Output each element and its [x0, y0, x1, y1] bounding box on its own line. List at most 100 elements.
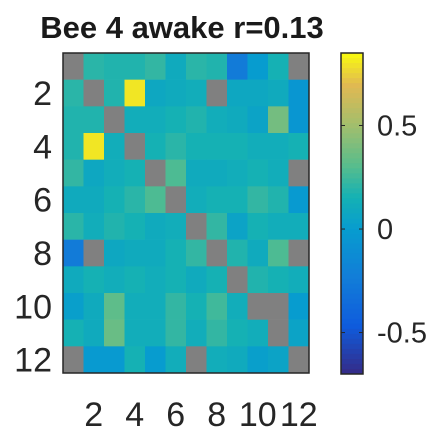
heatmap-cell — [186, 79, 207, 107]
heatmap-cell — [268, 186, 289, 214]
heatmap-cell — [63, 293, 84, 320]
y-axis-ticks: 2 4 6 8 10 12 — [14, 75, 52, 380]
heatmap-cell — [227, 186, 248, 214]
heatmap-cell — [83, 319, 105, 347]
heatmap-cell — [63, 133, 84, 160]
heatmap-cell — [63, 159, 84, 187]
heatmap-cell — [186, 133, 207, 160]
heatmap-cell — [83, 53, 105, 80]
heatmap-cell — [165, 213, 187, 240]
colorbar-segment — [341, 188, 363, 194]
colorbar-segment — [341, 283, 363, 290]
heatmap-cell — [288, 53, 310, 80]
heatmap-cell — [83, 239, 105, 267]
heatmap-cell — [227, 79, 248, 107]
heatmap-cell — [186, 53, 207, 80]
heatmap-cell — [247, 266, 269, 294]
heatmap-cell — [206, 239, 228, 267]
heatmap-cell — [104, 186, 125, 214]
heatmap-cell — [165, 266, 187, 294]
colorbar-segment — [341, 368, 363, 375]
heatmap-cell — [165, 186, 187, 214]
heatmap-cell — [227, 346, 248, 374]
colorbar-segment — [341, 328, 363, 335]
colorbar-segment — [341, 183, 363, 189]
heatmap-cell — [165, 319, 187, 347]
heatmap-cell — [247, 293, 269, 320]
heatmap-cell — [104, 79, 125, 107]
colorbar-segment — [341, 143, 363, 149]
colorbar-segment — [341, 343, 363, 350]
heatmap-cell — [124, 319, 146, 347]
heatmap-cell — [247, 159, 269, 187]
colorbar-segment — [341, 238, 363, 244]
heatmap-cell — [165, 106, 187, 134]
heatmap-cell — [63, 79, 84, 107]
colorbar-segment — [341, 268, 363, 275]
heatmap-cell — [206, 319, 228, 347]
heatmap-cell — [268, 159, 289, 187]
heatmap-cell — [124, 186, 146, 214]
heatmap-cell — [268, 133, 289, 160]
heatmap-cell — [288, 213, 310, 240]
heatmap-cell — [83, 186, 105, 214]
heatmap-cell — [227, 239, 248, 267]
colorbar-segment — [341, 218, 363, 224]
heatmap-cell — [83, 159, 105, 187]
x-axis-ticks: 2 4 6 8 10 12 — [84, 396, 317, 434]
heatmap-cell — [206, 133, 228, 160]
heatmap-cell — [247, 106, 269, 134]
x-tick-label: 8 — [207, 396, 226, 434]
colorbar-tick-label: 0.5 — [377, 110, 417, 142]
heatmap-cell — [268, 106, 289, 134]
colorbar-segment — [341, 58, 363, 64]
colorbar-segment — [341, 243, 363, 250]
heatmap-cell — [227, 213, 248, 240]
heatmap-cell — [268, 293, 289, 320]
colorbar-segment — [341, 88, 363, 94]
heatmap-cell — [104, 239, 125, 267]
colorbar-segment — [341, 293, 363, 300]
colorbar-segment — [341, 73, 363, 79]
colorbar-segment — [341, 263, 363, 270]
heatmap-cell — [165, 133, 187, 160]
heatmap-cell — [83, 266, 105, 294]
heatmap-cell — [186, 266, 207, 294]
colorbar-segment — [341, 193, 363, 199]
heatmap-cell — [288, 319, 310, 347]
heatmap-cell — [268, 53, 289, 80]
plot-frame — [62, 52, 310, 374]
heatmap-cell — [145, 53, 166, 80]
colorbar-segment — [341, 338, 363, 345]
heatmap-cell — [268, 319, 289, 347]
colorbar-segment — [341, 333, 363, 340]
heatmap-cell — [63, 213, 84, 240]
heatmap-cell — [227, 319, 248, 347]
heatmap-cell — [63, 239, 84, 267]
heatmap-cell — [165, 53, 187, 80]
colorbar-segment — [341, 278, 363, 285]
x-tick-label: 2 — [84, 396, 103, 434]
heatmap-cell — [186, 213, 207, 240]
heatmap-cell — [186, 239, 207, 267]
colorbar-segment — [341, 78, 363, 84]
colorbar-segment — [341, 123, 363, 129]
heatmap-cell — [186, 159, 207, 187]
heatmap-cell — [145, 79, 166, 107]
heatmap-cell — [247, 53, 269, 80]
heatmap-cell — [104, 266, 125, 294]
heatmap-cell — [186, 346, 207, 374]
colorbar-segment — [341, 138, 363, 144]
heatmap-cell — [247, 79, 269, 107]
colorbar-segment — [341, 313, 363, 320]
heatmap-cell — [206, 159, 228, 187]
heatmap-cell — [124, 53, 146, 80]
heatmap-cell — [247, 133, 269, 160]
heatmap-cell — [104, 53, 125, 80]
heatmap-cell — [288, 79, 310, 107]
heatmap-cell — [83, 293, 105, 320]
y-tick-label: 2 — [33, 75, 52, 113]
colorbar-segment — [341, 288, 363, 295]
heatmap-cell — [268, 79, 289, 107]
